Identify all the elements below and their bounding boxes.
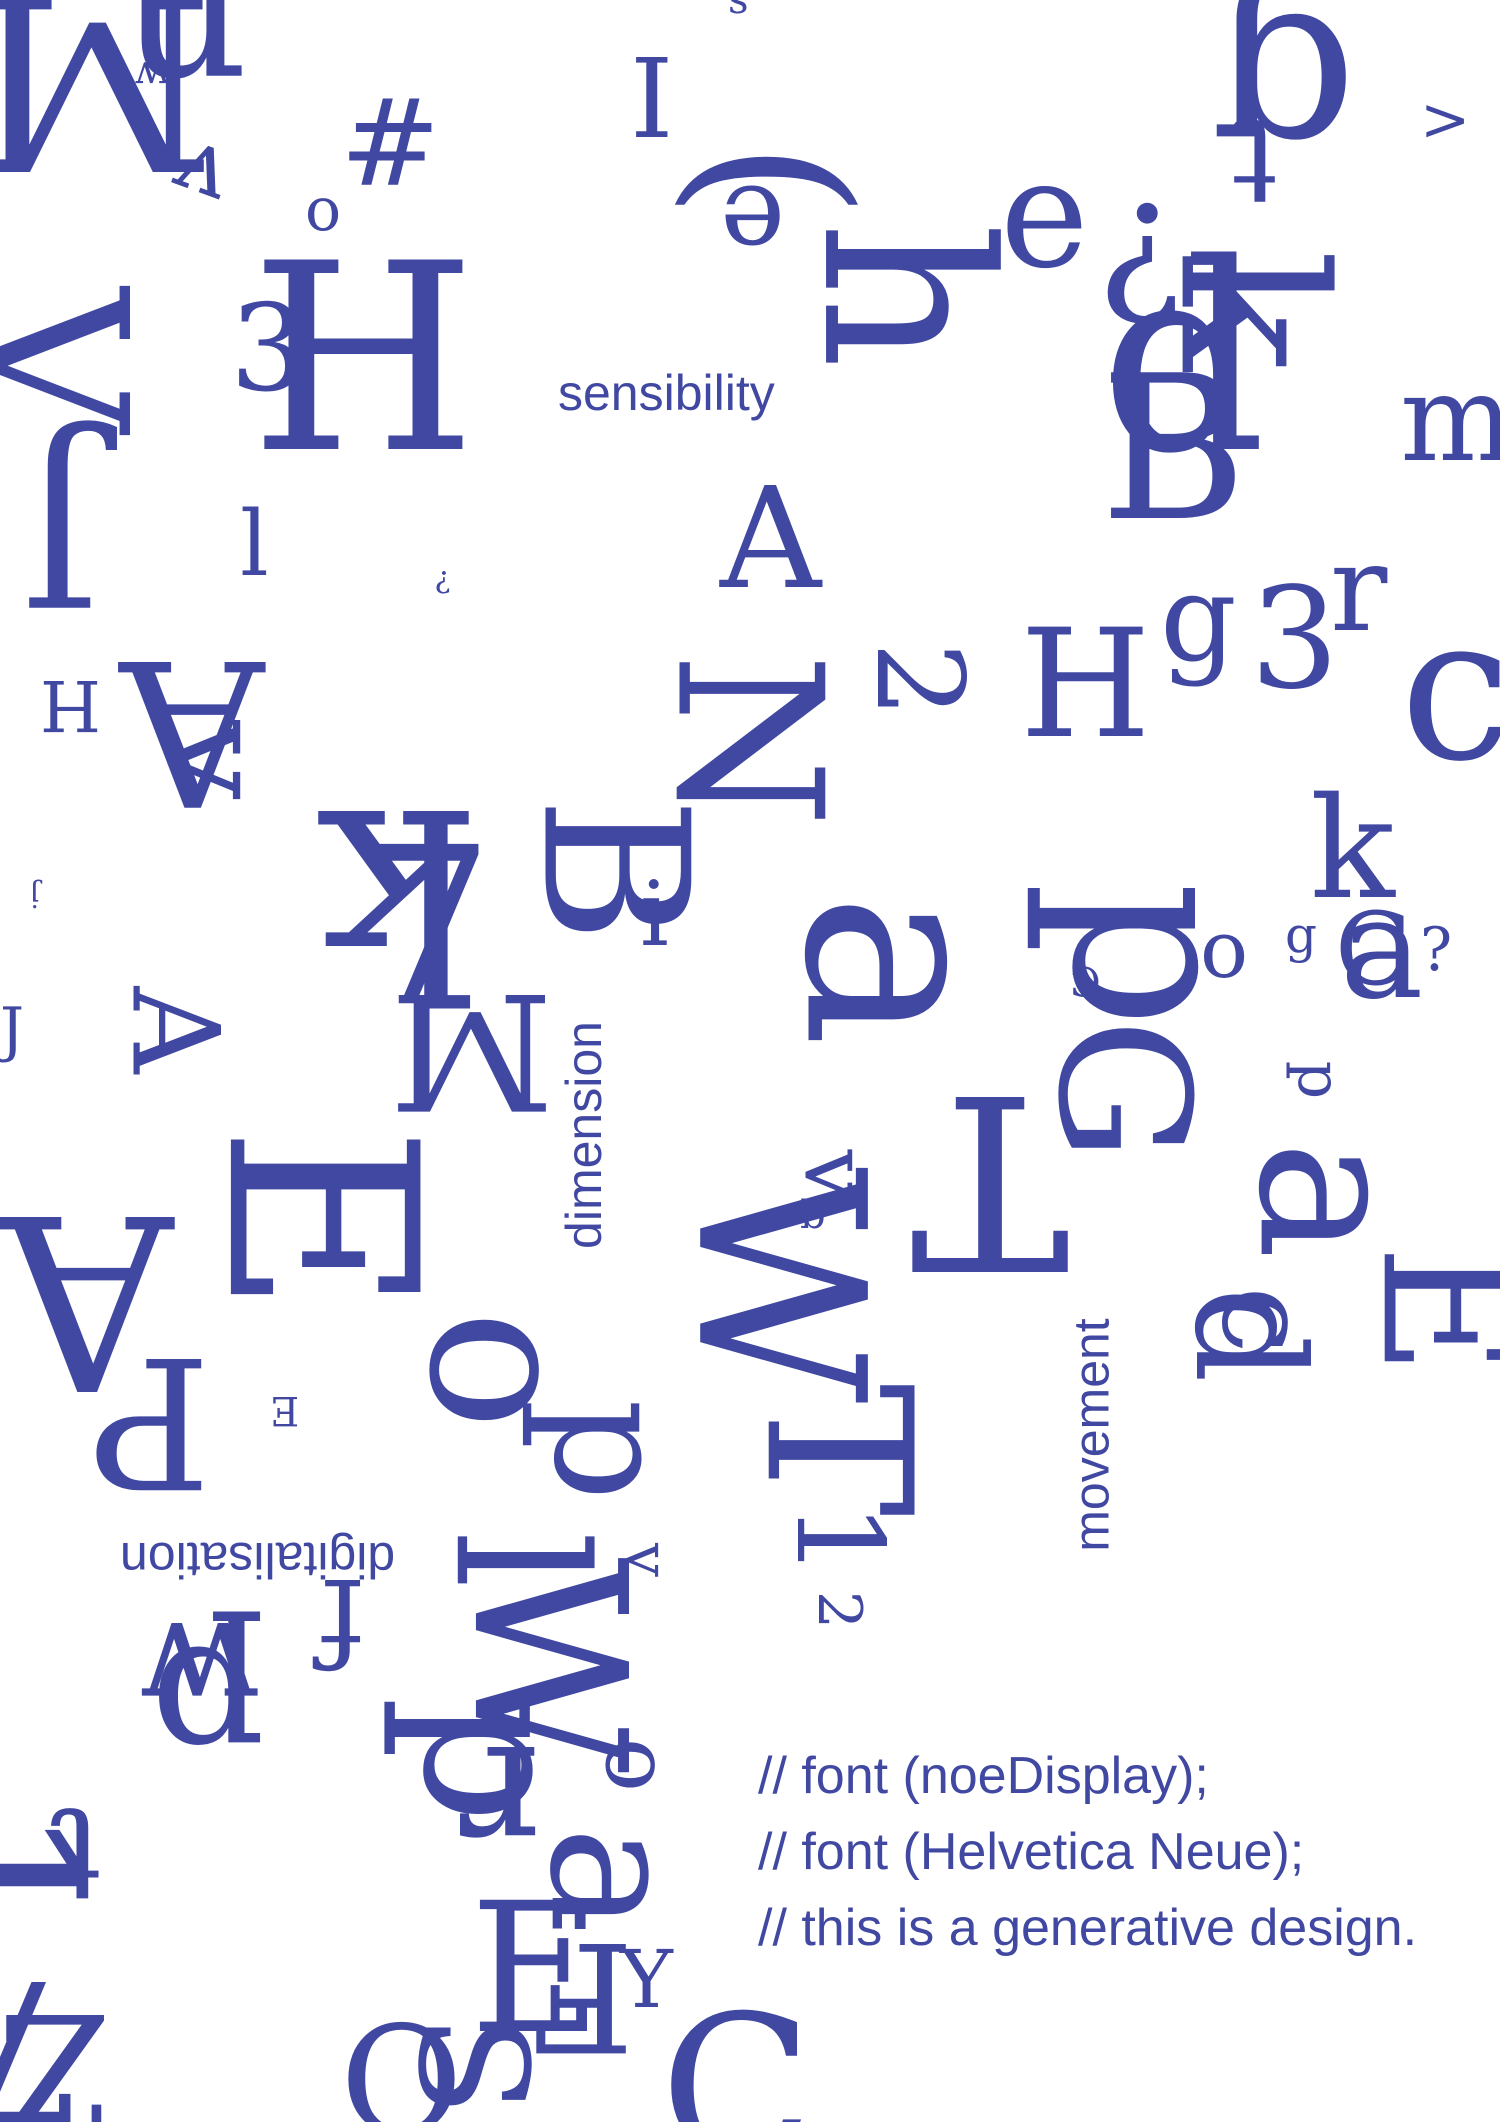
glyph: o: [305, 175, 342, 245]
code-line-font-helvetica: // font (Helvetica Neue);: [758, 1823, 1305, 1881]
glyph: s: [728, 0, 749, 23]
glyph: c: [1400, 573, 1500, 806]
glyph: p: [150, 1606, 266, 1815]
glyph: A: [104, 986, 244, 1074]
glyph: B: [497, 796, 731, 944]
glyph: v: [133, 720, 297, 800]
code-line-font-noe: // font (noeDisplay);: [758, 1747, 1209, 1805]
glyph: e: [1000, 128, 1089, 302]
glyph: Z: [0, 1977, 112, 2122]
glyph: 1: [0, 1802, 127, 1948]
glyph: a: [1340, 868, 1424, 1031]
glyph: H: [250, 209, 477, 511]
glyph: p: [1284, 1060, 1355, 1100]
glyph: V: [0, 288, 169, 432]
glyph: a: [1213, 1140, 1447, 1260]
glyph: M: [390, 957, 554, 1144]
glyph: T: [910, 1040, 1071, 1320]
glyph: q: [800, 1197, 826, 1243]
glyph: C: [1335, 891, 1412, 1008]
glyph: H: [1020, 598, 1151, 772]
glyph: k: [1310, 768, 1395, 931]
code-line-generative: // this is a generative design.: [758, 1899, 1418, 1957]
glyph: ?: [435, 563, 452, 598]
glyph: 2: [849, 641, 989, 719]
glyph: Y: [620, 1933, 673, 2026]
glyph: E: [168, 1125, 471, 1315]
glyph: 2: [804, 1590, 875, 1630]
glyph: i: [640, 862, 669, 967]
glyph: h: [771, 220, 1039, 370]
glyph: a: [746, 892, 1049, 1048]
glyph: c: [1194, 1286, 1334, 1354]
glyph: j: [30, 878, 40, 913]
glyph: W: [645, 1166, 913, 1404]
word-digitalisation: digitalisation: [120, 1532, 396, 1588]
glyph: o: [585, 1737, 691, 1793]
glyph: C: [660, 1973, 814, 2122]
glyph: E: [270, 1387, 300, 1433]
glyph: I: [630, 31, 674, 159]
glyph: m: [1400, 350, 1500, 489]
glyph: J: [0, 995, 25, 1065]
glyph: 1: [769, 1501, 909, 1579]
glyph: v: [611, 1543, 682, 1577]
glyph: d: [1100, 209, 1267, 511]
word-sensibility: sensibility: [558, 365, 775, 421]
glyph: 3: [230, 280, 307, 419]
glyph: P: [90, 1316, 212, 1525]
glyph: r: [1330, 520, 1388, 659]
word-movement: movement: [1063, 1318, 1120, 1552]
glyph: 3: [1250, 558, 1340, 721]
glyph: T: [720, 1383, 954, 1517]
glyph: w: [135, 52, 170, 98]
glyph: v: [783, 1149, 889, 1201]
glyph: E: [1342, 1244, 1500, 1375]
glyph: l: [240, 492, 269, 597]
glyph: g: [1285, 906, 1318, 964]
glyph: o: [384, 1309, 618, 1431]
glyph: t: [1230, 91, 1279, 230]
glyph: A: [720, 458, 822, 621]
word-dimension: dimension: [555, 1021, 612, 1249]
glyph: 7: [360, 802, 494, 1047]
code-comment-block: // font (noeDisplay); // font (Helvetica…: [758, 1738, 1417, 1966]
glyph: J: [20, 414, 101, 647]
glyph: g: [1160, 550, 1237, 689]
glyph: #: [340, 75, 441, 214]
glyph: F: [530, 1908, 635, 2082]
glyph: H: [40, 664, 102, 746]
glyph: E: [470, 1865, 602, 2074]
glyph: ?: [1420, 915, 1453, 985]
glyph: C: [1070, 957, 1101, 1003]
glyph: O: [340, 1988, 463, 2122]
glyph: >: [1420, 85, 1471, 155]
glyph: o: [1200, 903, 1249, 996]
glyph: B: [1100, 333, 1247, 566]
